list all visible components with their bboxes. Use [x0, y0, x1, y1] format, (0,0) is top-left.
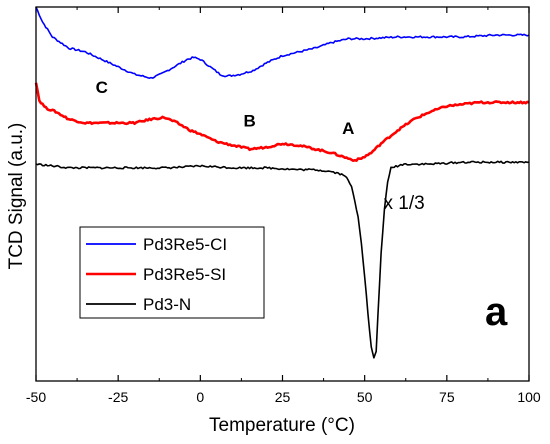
- legend-label: Pd3Re5-CI: [143, 235, 227, 254]
- legend: Pd3Re5-CI Pd3Re5-SI Pd3-N: [79, 226, 265, 319]
- annotation-label: C: [96, 78, 108, 97]
- series-line-pd3re5-si: [34, 82, 530, 163]
- series-line-pd3-n: [35, 160, 530, 359]
- legend-label: Pd3-N: [143, 295, 191, 314]
- y-axis-title: TCD Signal (a.u.): [6, 123, 27, 270]
- legend-box: [79, 226, 265, 319]
- x-tick-label: 25: [275, 389, 291, 405]
- series-line-pd3re5-ci: [35, 6, 530, 79]
- x-axis-ticks: [35, 7, 530, 381]
- x-tick-label: 0: [196, 389, 204, 405]
- x-tick-label: 100: [517, 389, 541, 405]
- x-tick-label: 75: [439, 389, 455, 405]
- plot-lines: [34, 6, 530, 359]
- legend-items: Pd3Re5-CI Pd3Re5-SI Pd3-N: [86, 235, 227, 314]
- x-tick-label: 50: [357, 389, 373, 405]
- x-tick-label: -25: [108, 389, 128, 405]
- scale-factor-note: x 1/3: [384, 193, 425, 214]
- annotations: C B Ax 1/3 a: [96, 78, 508, 334]
- x-axis-title: Temperature (°C): [209, 415, 355, 436]
- x-axis-tick-labels: -50 -25 0 25 50 75 100: [26, 389, 541, 405]
- x-tick-label: -50: [26, 389, 46, 405]
- annotation-label: B: [243, 112, 255, 131]
- panel-label: a: [485, 290, 508, 334]
- legend-label: Pd3Re5-SI: [143, 265, 226, 284]
- annotation-label: A: [342, 119, 354, 138]
